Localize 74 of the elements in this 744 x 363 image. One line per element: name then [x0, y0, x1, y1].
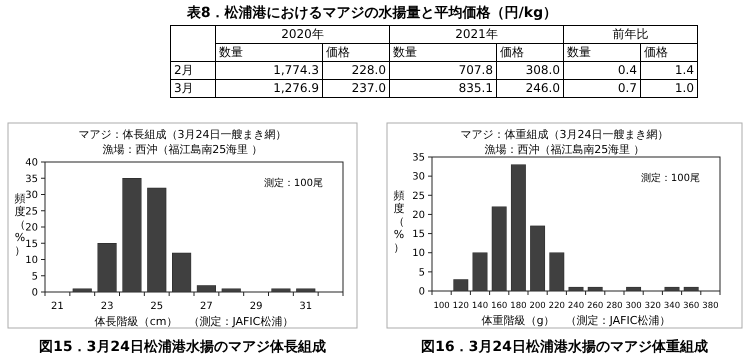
text: 0.7: [564, 80, 640, 98]
y-axis-title: 頻度（%）: [394, 189, 404, 254]
x-tick-label: 23: [100, 301, 114, 312]
y-tick-label: 30: [25, 190, 38, 201]
y-tick-label: 5: [418, 267, 425, 278]
y-tick-label: 20: [25, 222, 38, 234]
x-tick-label: 240: [568, 301, 584, 311]
text: 1,774.3: [216, 62, 322, 80]
y-tick-label: 15: [412, 229, 425, 240]
y-tick-label: 25: [25, 206, 38, 218]
y-tick-label: 35: [25, 174, 38, 185]
x-tick-label: 27: [200, 301, 213, 312]
x-tick-label: 300: [625, 301, 642, 311]
x-tick-label: 180: [510, 301, 527, 311]
chart-title: マアジ：体長組成（3月24日一艘まき網）: [78, 128, 286, 141]
text: 228.0: [322, 62, 390, 80]
x-tick-label: 200: [529, 301, 546, 311]
text: 数量: [564, 44, 640, 62]
text: 237.0: [322, 80, 390, 98]
y-tick-label: 25: [412, 190, 425, 202]
text: 246.0: [496, 80, 564, 98]
text: 価格: [640, 44, 698, 62]
y-tick-label: 35: [412, 152, 425, 164]
chart-subtitle: 漁場：西沖（福江島南25海里 ）: [102, 143, 263, 156]
chart-title: マアジ：体重組成（3月24日一艘まき網）: [460, 128, 668, 141]
y-tick-label: 10: [25, 255, 38, 266]
text: 2月: [170, 62, 216, 80]
text: 835.1: [390, 80, 496, 98]
text: 1.4: [640, 62, 698, 80]
text: 3月: [170, 80, 216, 98]
y-tick-label: 0: [32, 288, 38, 298]
x-tick-label: 21: [51, 301, 64, 312]
x-tick-label: 320: [644, 301, 661, 311]
x-tick-label: 29: [250, 301, 262, 312]
text: 数量: [390, 44, 496, 62]
y-tick-label: 15: [25, 238, 38, 250]
x-tick-label: 160: [491, 301, 508, 311]
y-axis-title: 頻度（%）: [14, 192, 26, 257]
x-axis-title: 体重階級（g） （測定：JAFIC松浦）: [482, 314, 670, 327]
x-tick-label: 31: [299, 301, 312, 312]
x-tick-label: 380: [702, 301, 719, 311]
x-tick-label: 340: [664, 301, 680, 311]
text: 価格: [496, 44, 564, 62]
y-tick-label: 40: [25, 158, 38, 168]
text: 308.0: [496, 62, 564, 80]
text: 数量: [216, 44, 322, 62]
y-tick-label: 20: [412, 210, 425, 221]
text: 表8．松浦港におけるマアジの水揚量と平均価格（円/kg）: [186, 4, 558, 22]
x-axis-title: 体長階級（cm） （測定：JAFIC松浦）: [94, 315, 294, 328]
text: 前年比: [564, 26, 698, 44]
x-tick-label: 260: [587, 301, 604, 311]
x-tick-label: 100: [433, 301, 450, 311]
text: 2021年: [390, 26, 564, 44]
y-tick-label: 5: [32, 271, 38, 282]
x-tick-label: 220: [548, 301, 565, 311]
x-tick-label: 25: [150, 301, 164, 312]
annotation: 測定：100尾: [640, 172, 700, 184]
x-tick-label: 140: [472, 301, 488, 311]
chart-subtitle: 漁場：西沖（福江島南25海里 ）: [484, 143, 645, 156]
text: 価格: [322, 44, 390, 62]
y-tick-label: 30: [412, 172, 425, 183]
annotation: 測定：100尾: [264, 177, 323, 189]
text: 1,276.9: [216, 80, 322, 98]
text: 707.8: [390, 62, 496, 80]
text: 2020年: [216, 26, 390, 44]
caption: 図16．3月24日松浦港水揚のマアジ体重組成: [421, 339, 708, 355]
x-tick-label: 280: [606, 301, 623, 311]
y-tick-label: 0: [418, 286, 425, 298]
text: 0.4: [564, 62, 640, 80]
text: 1.0: [640, 80, 698, 98]
caption: 図15．3月24日松浦港水揚のマアジ体長組成: [39, 339, 326, 355]
y-tick-label: 10: [412, 248, 425, 260]
x-tick-label: 120: [452, 301, 469, 311]
x-tick-label: 360: [683, 301, 700, 311]
